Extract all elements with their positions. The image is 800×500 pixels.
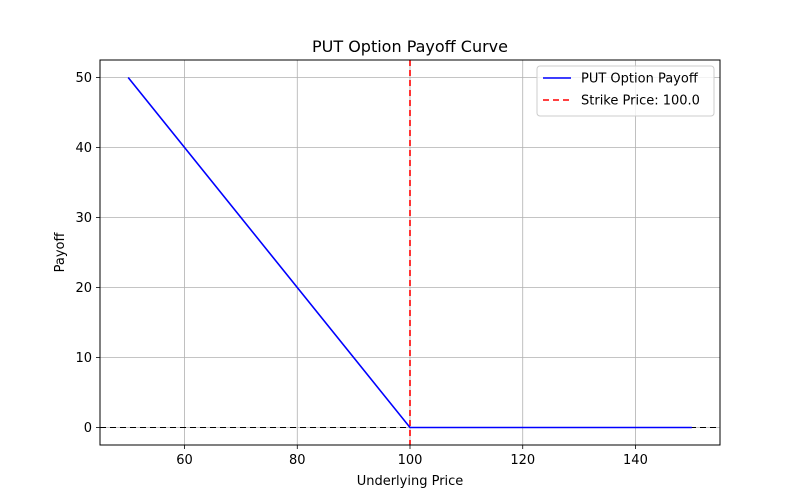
y-axis-label: Payoff [53, 232, 68, 273]
x-tick-label: 80 [289, 453, 306, 468]
x-axis-label: Underlying Price [357, 474, 464, 489]
y-tick-label: 50 [75, 71, 92, 86]
chart-title: PUT Option Payoff Curve [312, 37, 508, 56]
y-tick-label: 40 [75, 141, 92, 156]
y-tick-label: 30 [75, 211, 92, 226]
legend-label-payoff: PUT Option Payoff [581, 72, 699, 87]
payoff-line [127, 76, 692, 429]
y-tick-label: 0 [84, 421, 92, 436]
x-tick-label: 140 [623, 453, 648, 468]
x-tick-label: 60 [176, 453, 193, 468]
axis-ticks: 60 80 100 120 140 0 10 20 30 40 50 [75, 71, 647, 468]
legend-label-strike-price: Strike Price: 100.0 [581, 94, 700, 109]
x-tick-label: 120 [510, 453, 535, 468]
series-lines [127, 76, 692, 429]
legend-box [536, 65, 715, 117]
y-tick-label: 20 [75, 281, 92, 296]
legend: PUT Option Payoff Strike Price: 100.0 [536, 65, 715, 117]
x-tick-label: 100 [398, 453, 423, 468]
y-tick-label: 10 [75, 351, 92, 366]
